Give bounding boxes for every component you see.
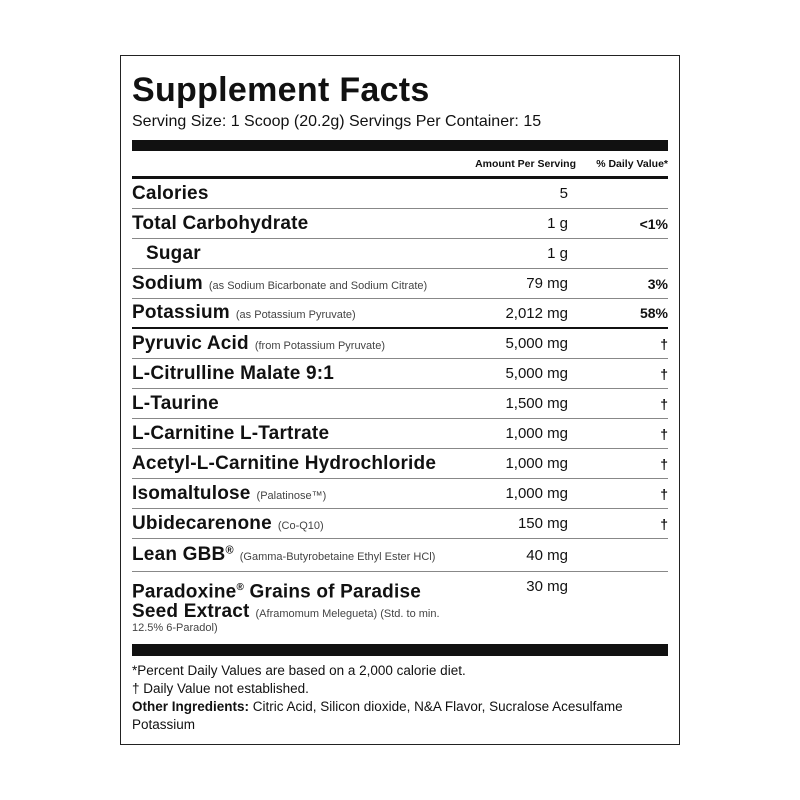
nutrient-dv: † (660, 455, 668, 472)
nutrient-dv: † (660, 335, 668, 352)
nutrient-row: Isomaltulose (Palatinose™) 1,000 mg † (132, 479, 668, 509)
nutrient-amount: 1 g (547, 245, 568, 262)
amount-header: Amount Per Serving (475, 157, 576, 170)
nutrient-dv: † (660, 485, 668, 502)
nutrient-row: Acetyl-L-Carnitine Hydrochloride 1,000 mg… (132, 449, 668, 479)
nutrient-amount: 5,000 mg (505, 335, 568, 352)
nutrient-row: L-Citrulline Malate 9:1 5,000 mg † (132, 359, 668, 389)
nutrient-row: L-Carnitine L-Tartrate 1,000 mg † (132, 419, 668, 449)
nutrient-name: Sodium (132, 272, 203, 294)
nutrient-amount: 150 mg (517, 515, 568, 532)
nutrient-amount: 40 mg (526, 546, 568, 564)
nutrient-row: Ubidecarenone (Co-Q10) 150 mg † (132, 509, 668, 539)
nutrient-name: Sugar (146, 242, 201, 264)
nutrient-name: Lean GBB (132, 544, 226, 565)
nutrient-amount: 5 (559, 185, 568, 202)
nutrient-note: (as Potassium Pyruvate) (235, 309, 356, 321)
nutrient-note: (from Potassium Pyruvate) (254, 339, 386, 352)
nutrient-note: (Palatinose™) (256, 489, 327, 502)
nutrient-row: Sodium (as Sodium Bicarbonate and Sodium … (132, 269, 668, 299)
nutrient-row: Paradoxine® Grains of Paradise Seed Extr… (132, 572, 668, 644)
nutrient-row: Lean GBB®(Gamma-Butyrobetaine Ethyl Este… (132, 539, 668, 572)
nutrient-amount: 2,012 mg (505, 304, 568, 322)
nutrient-amount: 1,500 mg (505, 395, 568, 412)
nutrient-note: (as Sodium Bicarbonate and Sodium Citrat… (208, 279, 428, 292)
nutrient-name: Pyruvic Acid (132, 332, 249, 354)
nutrient-dv: 58% (639, 305, 668, 321)
nutrient-amount: 1,000 mg (505, 425, 568, 442)
nutrient-amount: 79 mg (526, 275, 568, 292)
nutrient-name: Isomaltulose (132, 482, 251, 504)
nutrient-name: L-Taurine (132, 392, 219, 414)
dv-header: % Daily Value* (596, 157, 668, 170)
nutrient-row: Pyruvic Acid (from Potassium Pyruvate) 5,0… (132, 329, 668, 359)
nutrient-name: L-Carnitine L-Tartrate (132, 422, 330, 444)
nutrient-name: L-Citrulline Malate 9:1 (132, 362, 335, 384)
nutrient-amount: 5,000 mg (505, 365, 568, 382)
divider-bar (132, 644, 668, 656)
nutrient-name: Calories (132, 182, 209, 204)
nutrient-note: (Co-Q10) (277, 519, 324, 532)
nutrient-dv: <1% (639, 215, 668, 232)
divider-bar (132, 140, 668, 151)
nutrient-row: L-Taurine 1,500 mg † (132, 389, 668, 419)
nutrient-name: Acetyl-L-Carnitine Hydrochloride (132, 452, 437, 474)
nutrient-name: Paradoxine (132, 581, 237, 603)
nutrient-dv: † (660, 365, 668, 382)
supplement-facts-panel: Supplement Facts Serving Size: 1 Scoop (… (120, 55, 680, 745)
nutrient-amount: 1,000 mg (505, 485, 568, 502)
nutrient-name: Total Carbohydrate (132, 212, 309, 234)
nutrient-row: Total Carbohydrate 1 g <1% (132, 209, 668, 239)
serving-info: Serving Size: 1 Scoop (20.2g) Servings P… (132, 113, 542, 130)
nutrient-row: Potassium (as Potassium Pyruvate) 2,012 mg… (132, 299, 668, 329)
nutrient-dv: 3% (647, 275, 668, 292)
nutrient-amount: 1,000 mg (505, 455, 568, 472)
nutrient-name: Potassium (132, 302, 230, 323)
nutrient-row: Calories 5 (132, 179, 668, 209)
nutrient-amount: 30 mg (526, 578, 568, 595)
nutrient-dv: † (660, 395, 668, 412)
nutrient-note: (Gamma-Butyrobetaine Ethyl Ester HCl) (239, 551, 436, 563)
nutrient-name: Ubidecarenone (132, 512, 272, 534)
panel-title: Supplement Facts (132, 71, 430, 109)
nutrient-dv: † (660, 515, 668, 532)
nutrient-dv: † (660, 425, 668, 442)
nutrient-row: Sugar 1 g (132, 239, 668, 269)
nutrient-amount: 1 g (547, 215, 568, 232)
column-header: Amount Per Serving % Daily Value* (132, 151, 668, 179)
footnotes: *Percent Daily Values are based on a 2,0… (132, 663, 623, 732)
